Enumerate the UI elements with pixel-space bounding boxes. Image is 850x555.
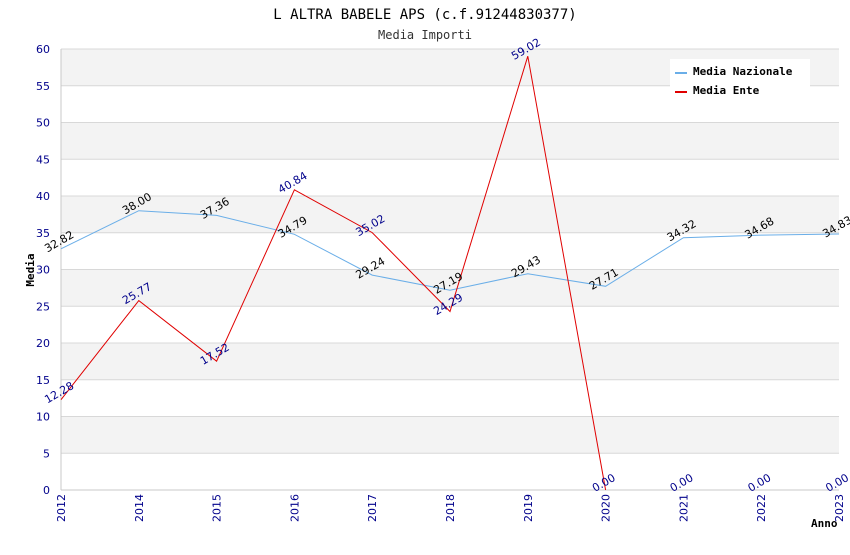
x-tick-label: 2022 [755, 494, 768, 522]
x-tick-label: 2014 [133, 494, 146, 522]
y-tick-label: 5 [43, 447, 50, 460]
data-label-ente: 0.00 [823, 471, 850, 495]
grid-band [61, 416, 839, 454]
grid-bands [61, 49, 839, 454]
data-label-ente: 40.84 [276, 169, 310, 196]
y-tick-label: 10 [36, 411, 50, 424]
chart-title: L ALTRA BABELE APS (c.f.91244830377) [273, 7, 576, 23]
grid-lines [61, 48, 839, 491]
y-tick-label: 55 [36, 80, 50, 93]
y-tick-label: 60 [36, 43, 50, 56]
data-label-ente: 0.00 [590, 471, 618, 495]
x-tick-label: 2021 [677, 494, 690, 522]
grid-band [61, 269, 839, 307]
x-tick-label: 2019 [522, 494, 535, 522]
series-line-media-ente [60, 56, 607, 491]
y-tick-label: 45 [36, 153, 50, 166]
grid-band [61, 122, 839, 160]
x-tick-label: 2020 [600, 494, 613, 522]
y-tick-labels: 0 5 10 15 20 25 30 35 40 45 50 55 60 [36, 43, 50, 497]
series-line-media-nazionale [60, 210, 840, 291]
y-tick-label: 25 [36, 300, 50, 313]
x-tick-label: 2018 [444, 494, 457, 522]
x-tick-label: 2016 [288, 494, 301, 522]
y-tick-label: 15 [36, 374, 50, 387]
y-tick-label: 50 [36, 117, 50, 130]
data-label-ente: 0.00 [668, 471, 696, 495]
chart-subtitle: Media Importi [378, 28, 472, 42]
x-tick-label: 2017 [366, 494, 379, 522]
y-tick-label: 20 [36, 337, 50, 350]
grid-band [61, 343, 839, 380]
x-tick-label: 2015 [211, 494, 224, 522]
legend-label-ente: Media Ente [693, 84, 760, 97]
y-tick-label: 30 [36, 264, 50, 277]
y-axis-label: Media [24, 253, 37, 286]
x-axis-label: Anno [811, 517, 838, 530]
x-tick-label: 2023 [833, 494, 846, 522]
y-tick-label: 0 [43, 484, 50, 497]
legend-label-naz: Media Nazionale [693, 65, 793, 78]
grid-band [61, 196, 839, 233]
legend-box [670, 59, 810, 99]
series-lines [60, 56, 840, 491]
axes [60, 49, 839, 491]
x-tick-labels: 2012 2014 2015 2016 2017 2018 2019 2020 2021 2022… [55, 494, 846, 522]
x-tick-label: 2012 [55, 494, 68, 522]
legend: Media Nazionale Media Ente [670, 59, 810, 99]
y-tick-label: 35 [36, 227, 50, 240]
data-label-ente: 0.00 [746, 471, 774, 495]
y-tick-label: 40 [36, 190, 50, 203]
